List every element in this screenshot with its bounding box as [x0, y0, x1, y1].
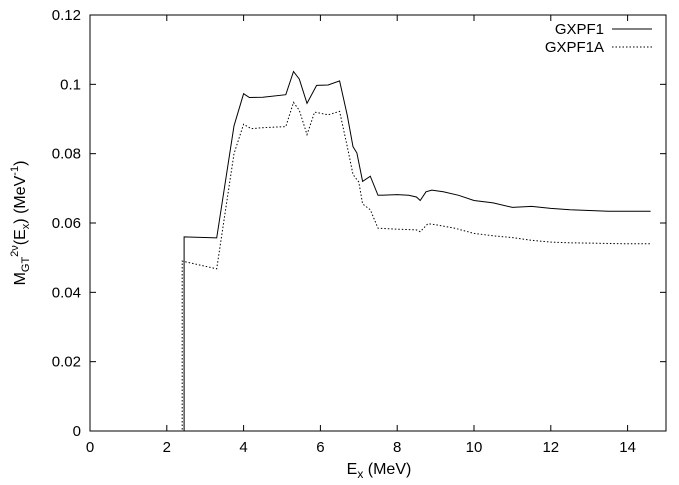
legend: GXPF1 GXPF1A	[545, 21, 652, 56]
series-line-gxpf1a	[180, 101, 651, 432]
y-axis-label-sup2: -1	[9, 166, 21, 176]
legend-label-gxpf1: GXPF1	[555, 21, 604, 38]
x-axis-label-sub: x	[357, 467, 363, 481]
legend-label-gxpf1a: GXPF1A	[545, 39, 604, 56]
y-tick-label: 0.08	[52, 146, 81, 163]
x-tick-label: 10	[466, 439, 483, 456]
x-tick-label: 8	[393, 439, 401, 456]
y-tick-label: 0.06	[52, 215, 81, 232]
x-axis-label: Ex (MeV)	[347, 461, 412, 481]
y-axis-label-mid: (E	[12, 229, 29, 245]
y-axis-label-end: )	[12, 161, 29, 166]
y-axis-ticks: 0 0.02 0.04 0.06 0.08 0.1 0.12	[52, 7, 666, 440]
x-tick-label: 6	[316, 439, 324, 456]
y-axis-label-sup: 2ν	[9, 245, 21, 257]
y-tick-label: 0	[73, 423, 81, 440]
x-axis-label-unit: (MeV)	[363, 461, 411, 478]
series-line-gxpf1	[182, 70, 651, 432]
y-tick-label: 0.02	[52, 354, 81, 371]
x-tick-label: 2	[163, 439, 171, 456]
x-tick-label: 4	[239, 439, 247, 456]
y-axis-label-sub: GT	[20, 257, 32, 273]
x-tick-label: 12	[542, 439, 559, 456]
series-layer	[180, 70, 651, 432]
x-axis-ticks: 0 2 4 6 8 10 12 14	[86, 15, 636, 456]
x-tick-label: 14	[619, 439, 636, 456]
y-axis-label-mid2: ) (MeV	[12, 175, 29, 223]
y-tick-label: 0.04	[52, 284, 81, 301]
y-tick-label: 0.12	[52, 7, 81, 24]
y-tick-label: 0.1	[60, 76, 81, 93]
x-axis-label-base: E	[347, 461, 358, 478]
plot-area-frame	[89, 14, 667, 432]
y-axis-label: MGT2ν(Ex) (MeV-1)	[9, 161, 32, 286]
y-axis-label-base: M	[12, 272, 29, 285]
x-tick-label: 0	[86, 439, 94, 456]
y-axis-label-sub2: x	[20, 223, 32, 229]
